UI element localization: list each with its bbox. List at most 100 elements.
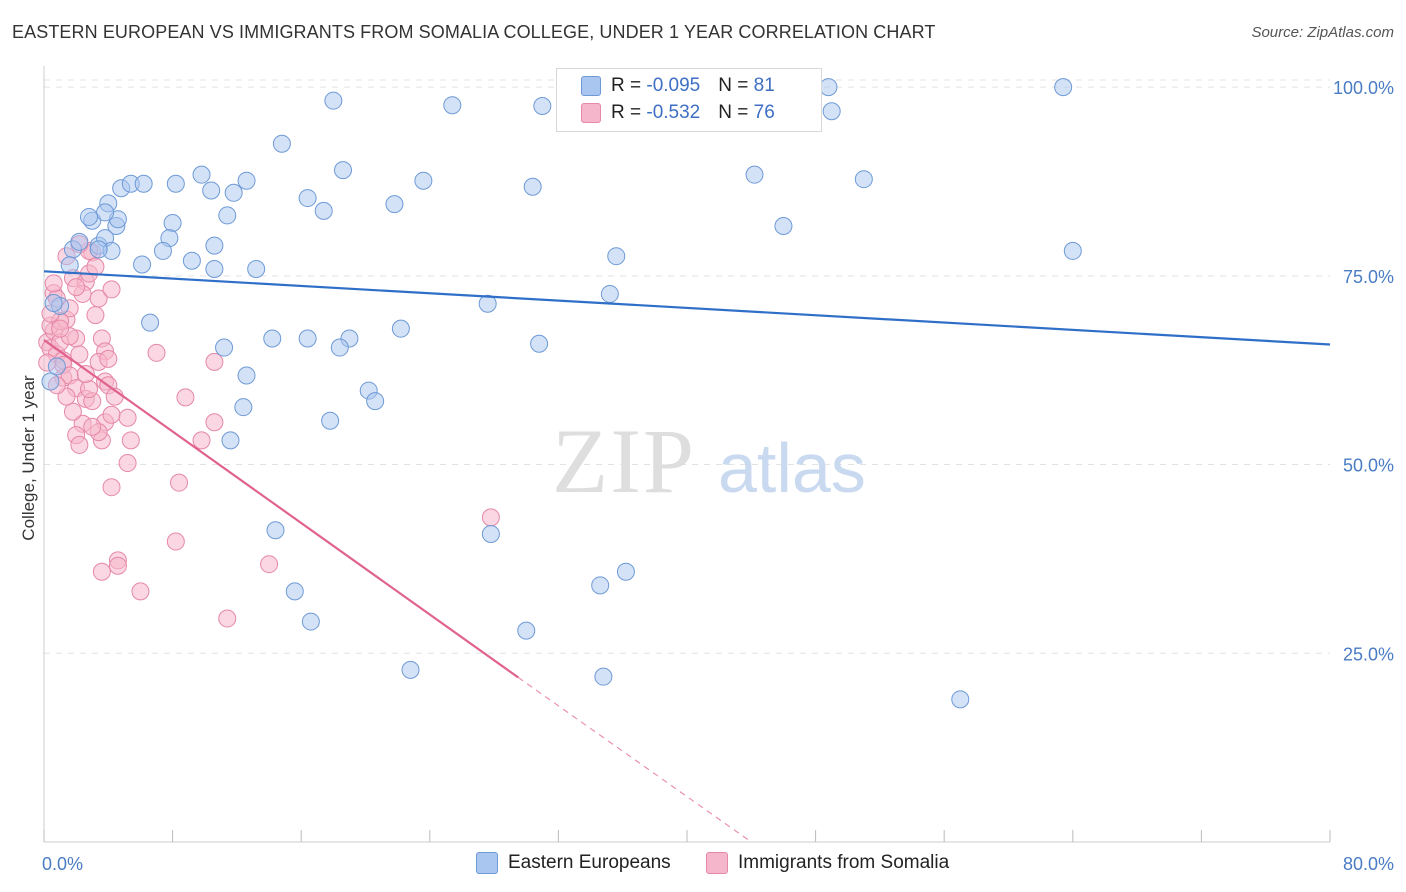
trend-line-somalia-extension — [517, 676, 752, 843]
data-point-eastern — [321, 411, 340, 430]
data-point-eastern — [951, 690, 970, 709]
gridlines — [44, 79, 1330, 654]
data-point-eastern — [153, 241, 172, 260]
data-point-eastern — [263, 329, 282, 348]
data-point-eastern — [401, 660, 420, 679]
data-point-somalia — [147, 343, 166, 362]
legend-row-eastern: R = -0.095 N = 81 — [581, 75, 775, 99]
data-point-eastern — [218, 206, 237, 225]
y-tick-label: 25.0% — [1343, 644, 1394, 664]
data-point-eastern — [215, 338, 234, 357]
data-point-somalia — [205, 413, 224, 432]
data-point-eastern — [166, 174, 185, 193]
data-point-somalia — [192, 431, 211, 450]
source-label: Source: ZipAtlas.com — [1251, 24, 1394, 41]
data-point-eastern — [443, 96, 462, 115]
trend-lines — [43, 270, 1331, 843]
data-point-eastern — [822, 102, 841, 121]
data-point-somalia — [205, 352, 224, 371]
data-point-somalia — [118, 454, 137, 473]
legend-swatch-pink — [581, 102, 601, 123]
chart-title: EASTERN EUROPEAN VS IMMIGRANTS FROM SOMA… — [12, 22, 936, 42]
data-point-eastern — [205, 260, 224, 279]
data-point-eastern — [205, 236, 224, 255]
series-eastern-points — [41, 78, 1082, 709]
data-point-eastern — [272, 134, 291, 153]
data-point-somalia — [176, 388, 195, 407]
y-tick-label: 100.0% — [1333, 78, 1394, 98]
data-point-eastern — [96, 203, 115, 222]
data-point-eastern — [530, 334, 549, 353]
data-point-eastern — [366, 392, 385, 411]
data-point-eastern — [134, 174, 153, 193]
data-point-somalia — [44, 274, 63, 293]
data-point-somalia — [121, 431, 140, 450]
data-point-somalia — [92, 562, 111, 581]
data-point-eastern — [533, 96, 552, 115]
data-point-eastern — [89, 240, 108, 259]
series-legend: Eastern Europeans Immigrants from Somali… — [0, 852, 1406, 878]
data-point-eastern — [285, 582, 304, 601]
tick-labels: 25.0% 50.0% 75.0% 100.0% 0.0% 80.0% — [42, 78, 1394, 874]
data-point-eastern — [414, 171, 433, 190]
data-point-eastern — [247, 260, 266, 279]
legend-r-label: R = — [611, 102, 647, 123]
data-point-eastern — [594, 667, 613, 686]
data-point-somalia — [102, 478, 121, 497]
data-point-eastern — [301, 612, 320, 631]
legend-r-value: -0.095 — [646, 75, 701, 96]
data-point-somalia — [67, 278, 86, 297]
data-point-eastern — [517, 621, 536, 640]
data-point-eastern — [600, 284, 619, 303]
legend-n-label: N = — [718, 75, 754, 96]
data-point-somalia — [86, 257, 105, 276]
data-point-eastern — [182, 251, 201, 270]
data-point-eastern — [80, 207, 99, 226]
data-point-eastern — [333, 161, 352, 180]
y-tick-label: 75.0% — [1343, 267, 1394, 287]
axes — [43, 66, 1331, 843]
data-point-eastern — [385, 195, 404, 214]
legend-label-eastern: Eastern Europeans — [508, 852, 671, 874]
data-point-eastern — [324, 91, 343, 110]
y-axis-label: College, Under 1 year — [19, 375, 38, 541]
data-point-eastern — [234, 398, 253, 417]
data-point-eastern — [202, 181, 221, 200]
data-point-eastern — [1063, 241, 1082, 260]
data-point-somalia — [99, 349, 118, 368]
data-point-eastern — [133, 255, 152, 274]
data-point-eastern — [523, 177, 542, 196]
data-point-eastern — [224, 183, 243, 202]
legend-swatch-blue — [476, 852, 498, 874]
data-point-eastern — [70, 232, 89, 251]
data-point-eastern — [607, 247, 626, 266]
trend-line-eastern — [43, 270, 1331, 346]
legend-n-label: N = — [718, 102, 754, 123]
data-point-somalia — [166, 532, 185, 551]
data-point-eastern — [141, 313, 160, 332]
data-point-somalia — [218, 609, 237, 628]
data-point-somalia — [118, 408, 137, 427]
series-somalia-points — [38, 235, 500, 628]
legend-box: R = -0.095 N = 81 R = -0.532 N = 76 — [556, 68, 822, 132]
data-point-somalia — [70, 345, 89, 364]
data-point-somalia — [131, 582, 150, 601]
data-point-eastern — [41, 372, 60, 391]
data-point-eastern — [163, 213, 182, 232]
data-point-eastern — [745, 165, 764, 184]
data-point-eastern — [298, 189, 317, 208]
legend-r-label: R = — [611, 75, 647, 96]
data-point-eastern — [391, 319, 410, 338]
data-point-eastern — [60, 256, 79, 275]
legend-swatch-blue — [581, 75, 601, 96]
data-point-somalia — [51, 319, 70, 338]
data-point-eastern — [192, 165, 211, 184]
legend-item-eastern[interactable]: Eastern Europeans — [476, 852, 671, 874]
legend-item-somalia[interactable]: Immigrants from Somalia — [706, 852, 949, 874]
data-point-eastern — [221, 431, 240, 450]
legend-n-value: 81 — [753, 75, 775, 96]
data-point-somalia — [63, 402, 82, 421]
data-point-somalia — [108, 556, 127, 575]
watermark-atlas: atlas — [718, 429, 866, 507]
